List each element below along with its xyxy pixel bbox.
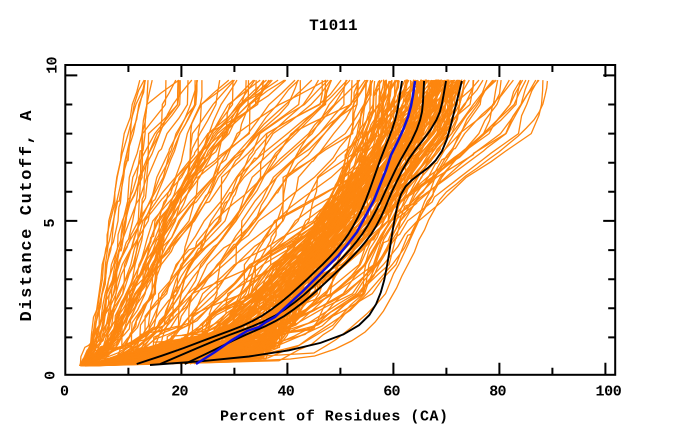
svg-text:Distance Cutoff, A: Distance Cutoff, A <box>18 110 37 322</box>
svg-text:20: 20 <box>171 384 188 401</box>
svg-text:60: 60 <box>383 384 400 401</box>
svg-text:80: 80 <box>489 384 506 401</box>
svg-text:Percent of Residues (CA): Percent of Residues (CA) <box>220 408 448 425</box>
svg-text:T1011: T1011 <box>309 17 358 35</box>
svg-text:0: 0 <box>60 384 69 401</box>
svg-text:10: 10 <box>45 56 62 73</box>
svg-text:0: 0 <box>43 371 60 380</box>
svg-text:100: 100 <box>595 384 621 401</box>
svg-text:40: 40 <box>277 384 294 401</box>
svg-text:5: 5 <box>42 218 59 227</box>
